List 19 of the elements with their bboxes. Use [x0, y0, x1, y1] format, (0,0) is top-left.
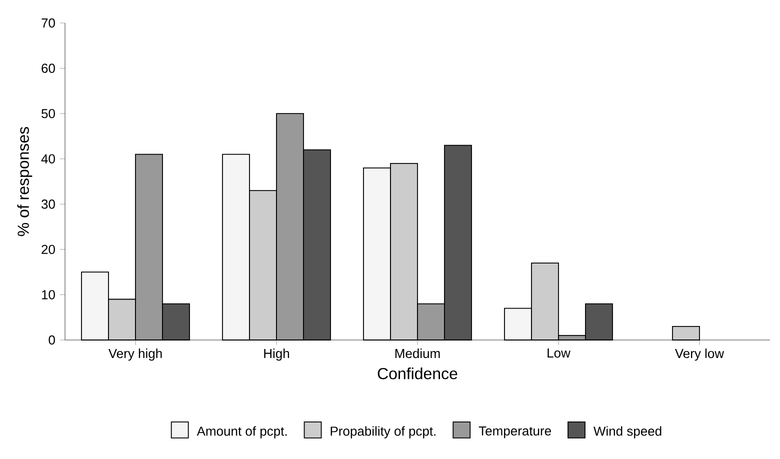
y-tick-label: 60 — [42, 64, 55, 73]
x-tick-label: Low — [548, 348, 570, 358]
x-tick-label: Medium — [395, 348, 440, 358]
y-axis-title: % of responses — [17, 126, 32, 236]
legend-label: Propability of pcpt. — [330, 426, 436, 438]
legend-label: Wind speed — [594, 426, 662, 438]
y-tick-label: 30 — [42, 200, 55, 209]
legend-label: Temperature — [478, 426, 551, 438]
x-tick-label: Very low — [674, 348, 724, 361]
y-tick-label: 20 — [42, 244, 55, 254]
y-tick-label: 70 — [42, 18, 55, 28]
y-tick-label: 50 — [42, 108, 55, 118]
legend-label: Amount of pcpt. — [196, 426, 287, 438]
y-tick-label: 0 — [48, 335, 55, 345]
y-tick-label: 40 — [41, 154, 55, 164]
x-axis-title: Confidence — [378, 368, 458, 380]
x-tick-label: Very high — [108, 348, 162, 361]
x-tick-label: High — [264, 348, 290, 361]
y-tick-label: 10 — [42, 290, 55, 300]
